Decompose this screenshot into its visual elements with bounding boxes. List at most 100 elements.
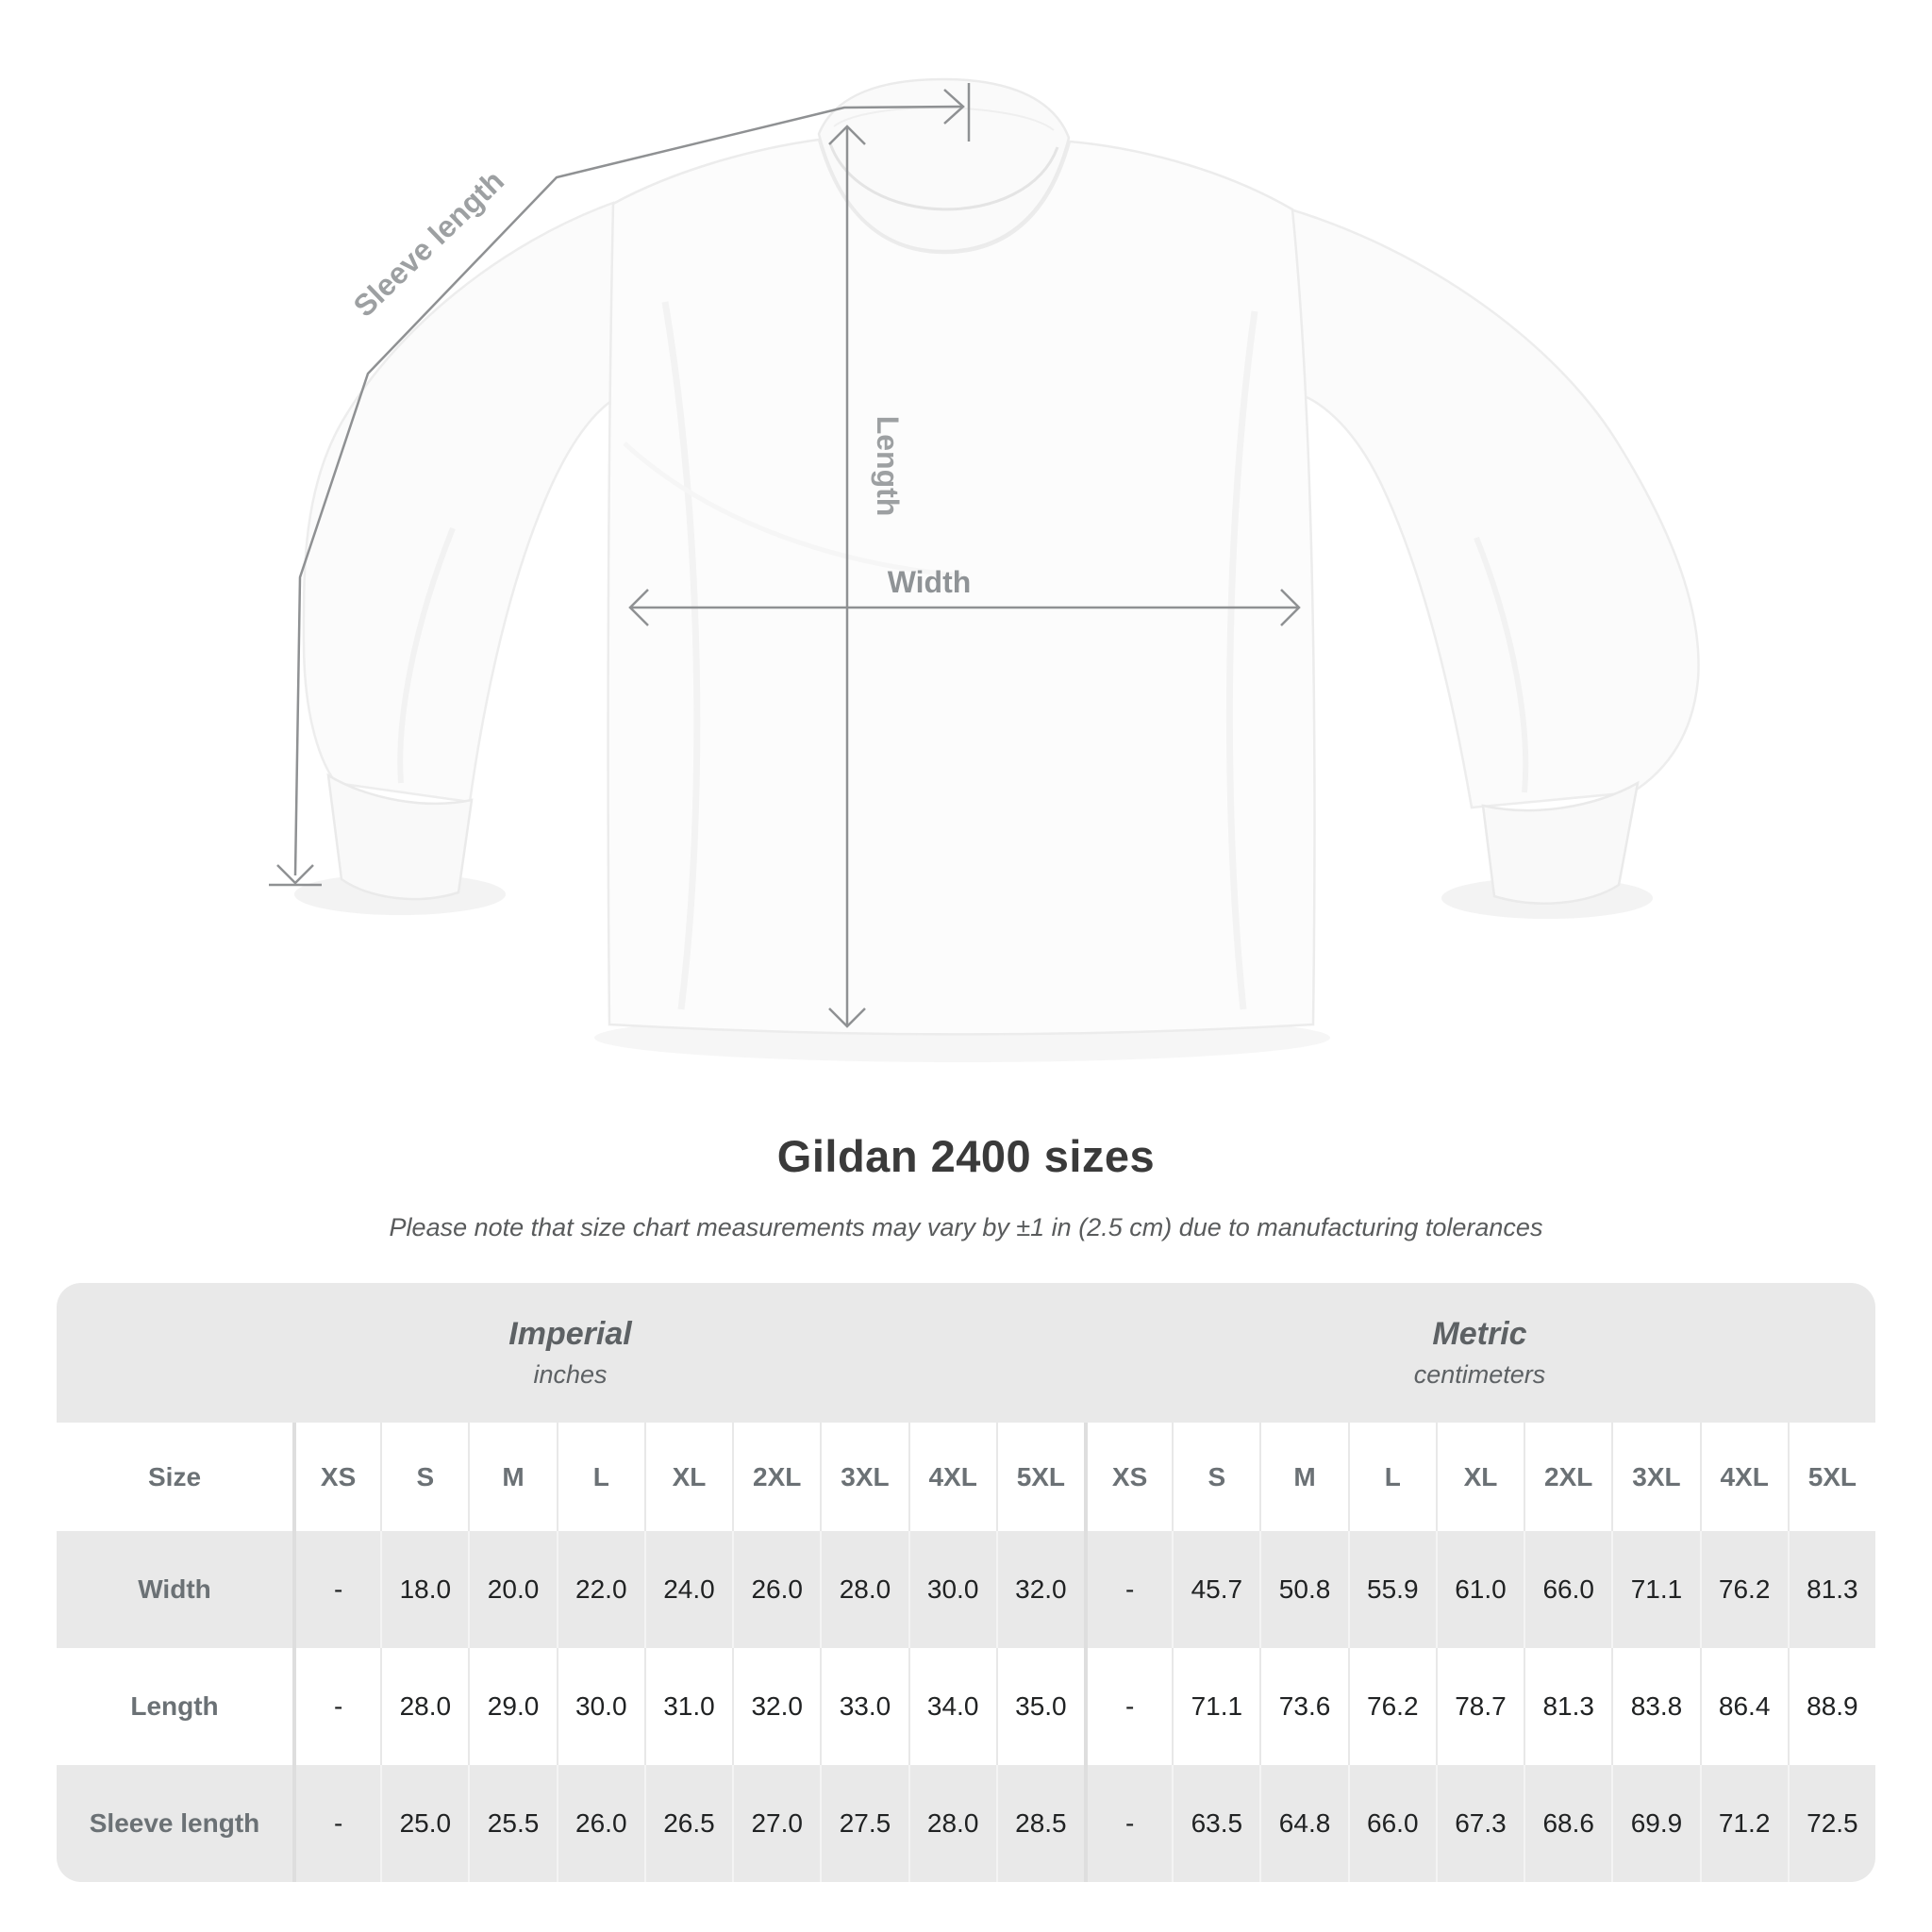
unit-header-band: Imperial inches Metric centimeters bbox=[57, 1283, 1875, 1423]
size-header-imperial-2xl: 2XL bbox=[732, 1423, 820, 1531]
cell-sleeve-length-metric-s: 63.5 bbox=[1172, 1765, 1259, 1882]
width-label: Width bbox=[888, 565, 972, 599]
table-row-length: Length -28.0 29.0 30.0 31.0 32.0 33.0 34.0 35.0-… bbox=[57, 1648, 1875, 1765]
size-header-row: Size XS S M L XL 2XL 3XL 4XL 5XL XS S M L XL 2XL 3XL 4XL 5… bbox=[57, 1423, 1875, 1531]
right-sleeve bbox=[1289, 208, 1700, 809]
cell-sleeve-length-metric-m: 64.8 bbox=[1259, 1765, 1347, 1882]
table-row-width: Width -18.0 20.0 22.0 24.0 26.0 28.0 30.0 32.0-4… bbox=[57, 1531, 1875, 1648]
collar bbox=[817, 77, 1071, 253]
cell-sleeve-length-imperial-2xl: 27.0 bbox=[732, 1765, 820, 1882]
sleeve-length-arrowhead-down bbox=[276, 864, 314, 885]
cell-length-imperial-s: 28.0 bbox=[380, 1648, 468, 1765]
left-cuff bbox=[326, 773, 474, 901]
cell-width-metric-xs: - bbox=[1083, 1531, 1172, 1648]
size-header-metric-2xl: 2XL bbox=[1524, 1423, 1611, 1531]
cell-length-imperial-5xl: 35.0 bbox=[995, 1648, 1084, 1765]
cell-sleeve-length-imperial-5xl: 28.5 bbox=[995, 1765, 1084, 1882]
size-header-imperial-xs: XS bbox=[292, 1423, 380, 1531]
cell-sleeve-length-metric-4xl: 71.2 bbox=[1699, 1765, 1788, 1882]
cell-sleeve-length-metric-l: 66.0 bbox=[1347, 1765, 1436, 1882]
metric-unit-label: centimeters bbox=[1413, 1360, 1546, 1389]
cell-length-metric-3xl: 83.8 bbox=[1611, 1648, 1699, 1765]
cell-sleeve-length-imperial-s: 25.0 bbox=[380, 1765, 468, 1882]
size-header-metric-4xl: 4XL bbox=[1699, 1423, 1788, 1531]
size-header-imperial-s: S bbox=[380, 1423, 468, 1531]
width-arrowhead-left bbox=[628, 589, 649, 626]
fabric-creases bbox=[397, 301, 1529, 1010]
size-header-imperial-m: M bbox=[468, 1423, 556, 1531]
cell-width-metric-2xl: 66.0 bbox=[1524, 1531, 1611, 1648]
size-header-metric-xl: XL bbox=[1435, 1423, 1524, 1531]
cell-length-metric-l: 76.2 bbox=[1347, 1648, 1436, 1765]
cell-width-metric-3xl: 71.1 bbox=[1611, 1531, 1699, 1648]
cell-length-imperial-m: 29.0 bbox=[468, 1648, 556, 1765]
cell-sleeve-length-imperial-4xl: 28.0 bbox=[908, 1765, 996, 1882]
metric-label: Metric bbox=[1432, 1316, 1527, 1352]
cell-width-imperial-l: 22.0 bbox=[556, 1531, 644, 1648]
size-column-header: Size bbox=[147, 1461, 202, 1491]
cell-length-metric-5xl: 88.9 bbox=[1787, 1648, 1875, 1765]
cell-width-imperial-s: 18.0 bbox=[380, 1531, 468, 1648]
cell-width-metric-xl: 61.0 bbox=[1435, 1531, 1524, 1648]
right-cuff bbox=[1481, 780, 1640, 905]
cell-width-imperial-4xl: 30.0 bbox=[908, 1531, 996, 1648]
size-table-body: Width -18.0 20.0 22.0 24.0 26.0 28.0 30.0 32.0-4… bbox=[57, 1531, 1875, 1882]
cell-length-imperial-l: 30.0 bbox=[556, 1648, 644, 1765]
imperial-label: Imperial bbox=[508, 1316, 632, 1352]
cell-sleeve-length-metric-5xl: 72.5 bbox=[1787, 1765, 1875, 1882]
shirt-measurement-diagram: Sleeve length Length Width bbox=[269, 77, 1700, 1036]
size-header-metric-3xl: 3XL bbox=[1611, 1423, 1699, 1531]
width-arrowhead-right bbox=[1280, 589, 1301, 626]
cell-length-imperial-xs: - bbox=[292, 1648, 380, 1765]
table-row-sleeve-length: Sleeve length -25.0 25.5 26.0 26.5 27.0 27.5 28… bbox=[57, 1765, 1875, 1882]
size-header-metric-m: M bbox=[1259, 1423, 1347, 1531]
cell-sleeve-length-metric-xl: 67.3 bbox=[1435, 1765, 1524, 1882]
chart-title: Gildan 2400 sizes bbox=[776, 1131, 1156, 1181]
size-header-metric-s: S bbox=[1172, 1423, 1259, 1531]
cell-width-metric-5xl: 81.3 bbox=[1787, 1531, 1875, 1648]
unit-group-imperial: Imperial inches bbox=[57, 1283, 1084, 1423]
chart-subtitle: Please note that size chart measurements… bbox=[389, 1213, 1543, 1241]
size-header-imperial-5xl: 5XL bbox=[995, 1423, 1084, 1531]
length-arrowhead-up bbox=[828, 125, 866, 145]
cell-width-imperial-m: 20.0 bbox=[468, 1531, 556, 1648]
left-sleeve bbox=[302, 201, 621, 804]
sleeve-length-arrowhead-right bbox=[943, 89, 965, 125]
row-label-width: Width bbox=[138, 1574, 211, 1604]
imperial-unit-label: inches bbox=[533, 1360, 608, 1389]
cell-width-metric-m: 50.8 bbox=[1259, 1531, 1347, 1648]
cell-length-imperial-3xl: 33.0 bbox=[820, 1648, 908, 1765]
cell-length-metric-s: 71.1 bbox=[1172, 1648, 1259, 1765]
size-table: Imperial inches Metric centimeters Size X… bbox=[57, 1283, 1875, 1882]
width-measure-line bbox=[628, 589, 1301, 626]
collar-inner-seam bbox=[828, 142, 1059, 211]
cell-length-imperial-2xl: 32.0 bbox=[732, 1648, 820, 1765]
size-header-metric-xs: XS bbox=[1083, 1423, 1172, 1531]
shirt-illustration bbox=[302, 77, 1700, 1036]
cell-sleeve-length-imperial-xl: 26.5 bbox=[643, 1765, 732, 1882]
size-header-metric-5xl: 5XL bbox=[1787, 1423, 1875, 1531]
cell-width-imperial-2xl: 26.0 bbox=[732, 1531, 820, 1648]
cell-sleeve-length-imperial-xs: - bbox=[292, 1765, 380, 1882]
cell-width-metric-l: 55.9 bbox=[1347, 1531, 1436, 1648]
shirt-body bbox=[607, 138, 1316, 1036]
cell-width-imperial-5xl: 32.0 bbox=[995, 1531, 1084, 1648]
size-header-imperial-xl: XL bbox=[643, 1423, 732, 1531]
cell-sleeve-length-imperial-l: 26.0 bbox=[556, 1765, 644, 1882]
cell-sleeve-length-imperial-m: 25.5 bbox=[468, 1765, 556, 1882]
cell-length-metric-4xl: 86.4 bbox=[1699, 1648, 1788, 1765]
row-label-length: Length bbox=[130, 1691, 219, 1721]
unit-group-metric: Metric centimeters bbox=[1084, 1283, 1875, 1423]
cell-length-metric-xs: - bbox=[1083, 1648, 1172, 1765]
sleeve-length-measure-line bbox=[269, 83, 971, 887]
cell-length-imperial-xl: 31.0 bbox=[643, 1648, 732, 1765]
cell-length-metric-2xl: 81.3 bbox=[1524, 1648, 1611, 1765]
cell-width-metric-4xl: 76.2 bbox=[1699, 1531, 1788, 1648]
cell-sleeve-length-metric-xs: - bbox=[1083, 1765, 1172, 1882]
cell-width-imperial-xl: 24.0 bbox=[643, 1531, 732, 1648]
length-arrowhead-down bbox=[828, 1008, 866, 1028]
cell-sleeve-length-imperial-3xl: 27.5 bbox=[820, 1765, 908, 1882]
size-header-imperial-3xl: 3XL bbox=[820, 1423, 908, 1531]
cell-sleeve-length-metric-3xl: 69.9 bbox=[1611, 1765, 1699, 1882]
